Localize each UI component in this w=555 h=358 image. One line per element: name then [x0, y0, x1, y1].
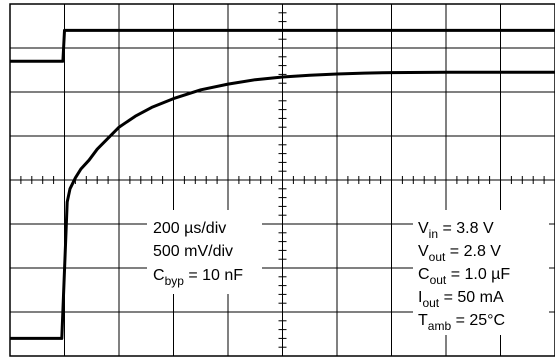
time-per-div-label: 200 µs/div	[153, 220, 226, 237]
volts-per-div-label: 500 mV/div	[153, 243, 233, 260]
